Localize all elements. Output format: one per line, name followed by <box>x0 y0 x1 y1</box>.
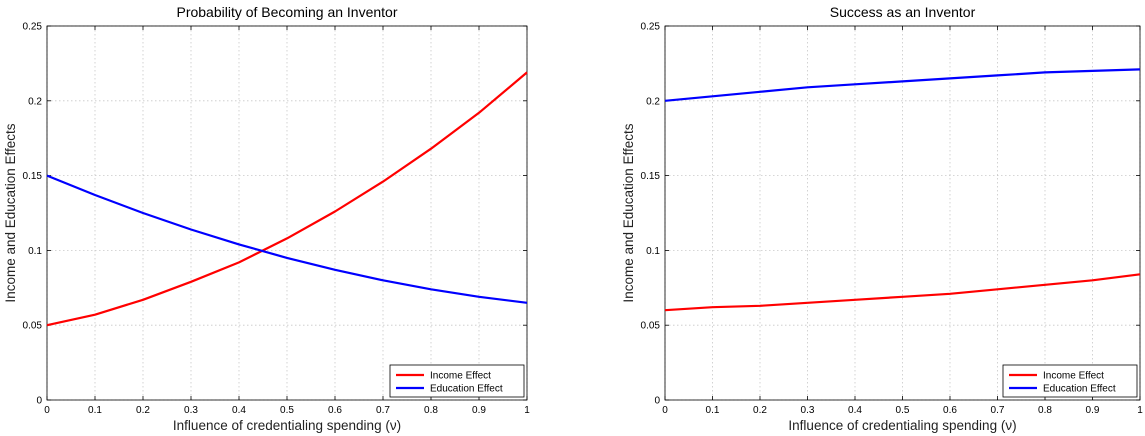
x-tick-label: 0.4 <box>848 405 862 416</box>
x-tick-label: 0.7 <box>991 405 1005 416</box>
legend-label: Education Effect <box>430 384 503 395</box>
legend-label: Income Effect <box>430 371 491 382</box>
x-tick-label: 0 <box>44 405 50 416</box>
y-axis-label: Income and Education Effects <box>3 123 18 302</box>
x-tick-label: 0.2 <box>753 405 767 416</box>
chart-success-as-inventor: 0 0.1 0.2 0.3 0.4 0.5 0.6 0.7 0.8 0.9 1 0 0.05 0.1 0.1… <box>621 4 1143 433</box>
y-tick-label: 0.2 <box>28 96 42 107</box>
x-tick-label: 0.5 <box>896 405 910 416</box>
x-tick-label: 1 <box>1137 405 1143 416</box>
legend-label: Education Effect <box>1043 384 1116 395</box>
x-tick-label: 0.3 <box>184 405 198 416</box>
series-line-education <box>46 174 528 304</box>
x-tick-label: 0 <box>662 405 668 416</box>
legend-box <box>389 364 525 398</box>
chart-title: Success as an Inventor <box>830 4 976 20</box>
y-tick-label: 0.25 <box>23 22 43 33</box>
x-tick-label: 1 <box>524 405 530 416</box>
x-tick-label: 0.8 <box>1038 405 1052 416</box>
x-tick-label: 0.1 <box>706 405 720 416</box>
chart-title: Probability of Becoming an Inventor <box>176 4 397 20</box>
y-tick-label: 0 <box>36 396 42 407</box>
x-tick-label: 0.4 <box>232 405 246 416</box>
x-axis-label: Influence of credentialing spending (ν) <box>788 418 1016 433</box>
x-tick-label: 0.9 <box>1086 405 1100 416</box>
y-tick-label: 0.1 <box>646 246 660 257</box>
y-axis-label: Income and Education Effects <box>621 123 636 302</box>
x-tick-label: 0.3 <box>801 405 815 416</box>
x-tick-label: 0.1 <box>88 405 102 416</box>
series-line-education <box>664 68 1141 102</box>
y-tick-label: 0.2 <box>646 96 660 107</box>
y-tick-label: 0.25 <box>641 22 661 33</box>
y-tick-label: 0.1 <box>28 246 42 257</box>
chart-probability-becoming-inventor: 0 0.1 0.2 0.3 0.4 0.5 0.6 0.7 0.8 0.9 1 0 0.05 0.1 0.1… <box>3 4 530 433</box>
x-tick-label: 0.2 <box>136 405 150 416</box>
x-tick-label: 0.8 <box>424 405 438 416</box>
x-tick-label: 0.6 <box>943 405 957 416</box>
legend-label: Income Effect <box>1043 371 1104 382</box>
x-tick-label: 0.5 <box>280 405 294 416</box>
x-tick-label: 0.7 <box>376 405 390 416</box>
y-tick-label: 0.15 <box>641 171 661 182</box>
y-tick-label: 0.05 <box>641 321 661 332</box>
series-line-income <box>664 273 1141 312</box>
y-tick-label: 0 <box>654 396 660 407</box>
series-line-income <box>46 71 528 327</box>
y-tick-label: 0.15 <box>23 171 43 182</box>
x-tick-label: 0.6 <box>328 405 342 416</box>
y-tick-label: 0.05 <box>23 321 43 332</box>
x-axis-label: Influence of credentialing spending (ν) <box>173 418 401 433</box>
x-tick-label: 0.9 <box>472 405 486 416</box>
legend-box <box>1002 364 1138 398</box>
